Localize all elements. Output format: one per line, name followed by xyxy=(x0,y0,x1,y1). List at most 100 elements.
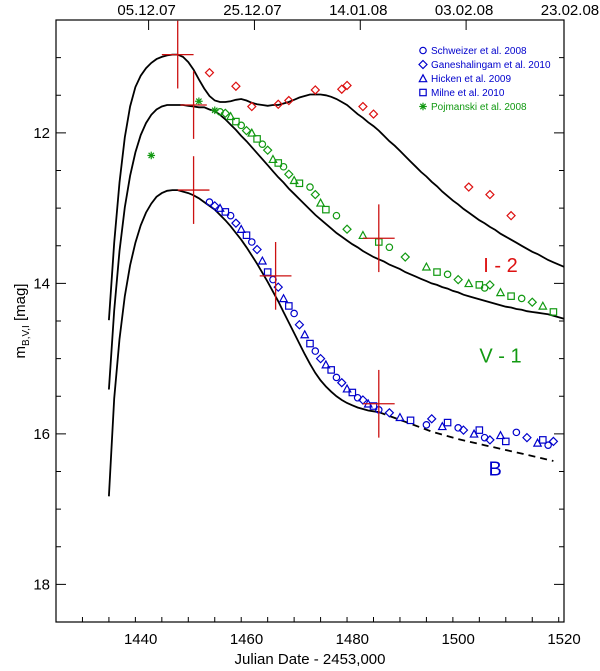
data-point xyxy=(342,383,352,393)
square-marker xyxy=(327,366,335,374)
triangle-marker xyxy=(236,224,246,233)
asterisk-stroke xyxy=(419,103,427,110)
data-point xyxy=(358,101,368,112)
data-point xyxy=(220,108,231,119)
top-tick-label: 03.02.08 xyxy=(435,2,493,19)
band-label: B xyxy=(489,458,502,480)
data-point xyxy=(285,302,293,310)
diamond-marker xyxy=(527,297,538,308)
asterisk-stroke xyxy=(211,107,218,114)
triangle-marker xyxy=(421,261,432,271)
diamond-marker xyxy=(220,108,231,119)
circle-marker xyxy=(419,46,427,55)
circle-marker xyxy=(226,211,235,220)
x-axis-title: Julian Date - 2453,000 xyxy=(235,651,386,668)
data-point xyxy=(348,388,357,397)
data-point xyxy=(327,366,335,374)
square-marker xyxy=(501,437,510,446)
diamond-marker xyxy=(522,432,532,443)
circle-marker xyxy=(517,294,526,303)
data-point xyxy=(283,169,294,180)
diamond-marker xyxy=(506,210,516,221)
data-point xyxy=(512,428,521,437)
square-marker xyxy=(475,426,484,434)
data-point xyxy=(406,416,415,425)
data-point xyxy=(300,329,310,339)
data-point xyxy=(400,252,411,262)
top-tick-label: 23.02.08 xyxy=(541,2,599,19)
data-point xyxy=(232,117,240,126)
triangle-marker xyxy=(538,300,548,310)
triangle-marker xyxy=(225,111,236,121)
data-point xyxy=(279,162,288,171)
data-point xyxy=(310,85,321,95)
diamond-marker xyxy=(453,274,464,285)
data-point xyxy=(273,99,284,110)
circle-marker xyxy=(480,433,489,442)
data-point xyxy=(257,255,268,265)
x-tick-label: 1520 xyxy=(547,631,580,648)
circle-marker xyxy=(205,198,214,206)
band-label: I - 2 xyxy=(483,255,517,277)
circle-marker xyxy=(454,424,462,432)
data-point xyxy=(332,211,341,220)
square-marker xyxy=(295,179,304,188)
data-point xyxy=(247,127,257,137)
square-marker xyxy=(419,88,427,97)
data-point xyxy=(422,421,431,429)
data-point xyxy=(342,224,352,235)
legend-marker xyxy=(419,46,427,55)
circle-marker xyxy=(332,211,341,220)
diamond-marker xyxy=(418,59,428,70)
data-point xyxy=(507,292,515,300)
axis-ticks xyxy=(55,20,565,623)
legend-marker xyxy=(418,59,428,70)
data-point xyxy=(332,373,341,382)
circle-marker xyxy=(544,441,552,449)
data-point xyxy=(385,243,394,252)
y-axis-title-main: m xyxy=(12,346,29,359)
x-tick-label: 1440 xyxy=(124,631,157,648)
data-point xyxy=(263,268,272,276)
diamond-marker xyxy=(310,85,321,95)
diamond-marker xyxy=(231,81,241,92)
diamond-marker xyxy=(294,319,305,330)
diamond-marker xyxy=(485,189,495,200)
data-point xyxy=(368,109,379,119)
data-point xyxy=(322,205,330,214)
data-point xyxy=(258,140,267,148)
top-tick-label: 14.01.08 xyxy=(329,2,387,19)
diamond-marker xyxy=(283,169,294,180)
diamond-marker xyxy=(342,224,352,235)
data-point xyxy=(242,231,251,240)
diamond-marker xyxy=(283,95,294,106)
top-tick-label: 05.12.07 xyxy=(117,2,175,19)
triangle-marker xyxy=(321,359,331,369)
triangle-marker xyxy=(268,154,278,164)
data-point xyxy=(353,393,362,402)
triangle-marker xyxy=(358,230,368,240)
diamond-marker xyxy=(262,145,273,156)
square-marker xyxy=(348,388,357,397)
data-point xyxy=(495,430,506,440)
triangle-marker xyxy=(342,383,352,393)
triangle-marker xyxy=(300,329,310,339)
data-point xyxy=(221,208,230,216)
data-point xyxy=(480,433,489,442)
error-cross xyxy=(180,71,207,139)
diamond-marker xyxy=(368,109,379,119)
square-marker xyxy=(274,159,283,167)
data-point xyxy=(358,230,368,240)
data-point xyxy=(253,135,261,143)
data-point xyxy=(247,238,256,246)
x-tick-label: 1480 xyxy=(336,631,369,648)
data-point xyxy=(295,179,304,188)
error-cross xyxy=(362,204,395,273)
data-point xyxy=(278,293,289,303)
data-point xyxy=(485,189,495,200)
circle-marker xyxy=(422,421,431,429)
data-point xyxy=(548,436,559,447)
x-tick-label: 1460 xyxy=(230,631,263,648)
error-cross xyxy=(259,241,292,310)
